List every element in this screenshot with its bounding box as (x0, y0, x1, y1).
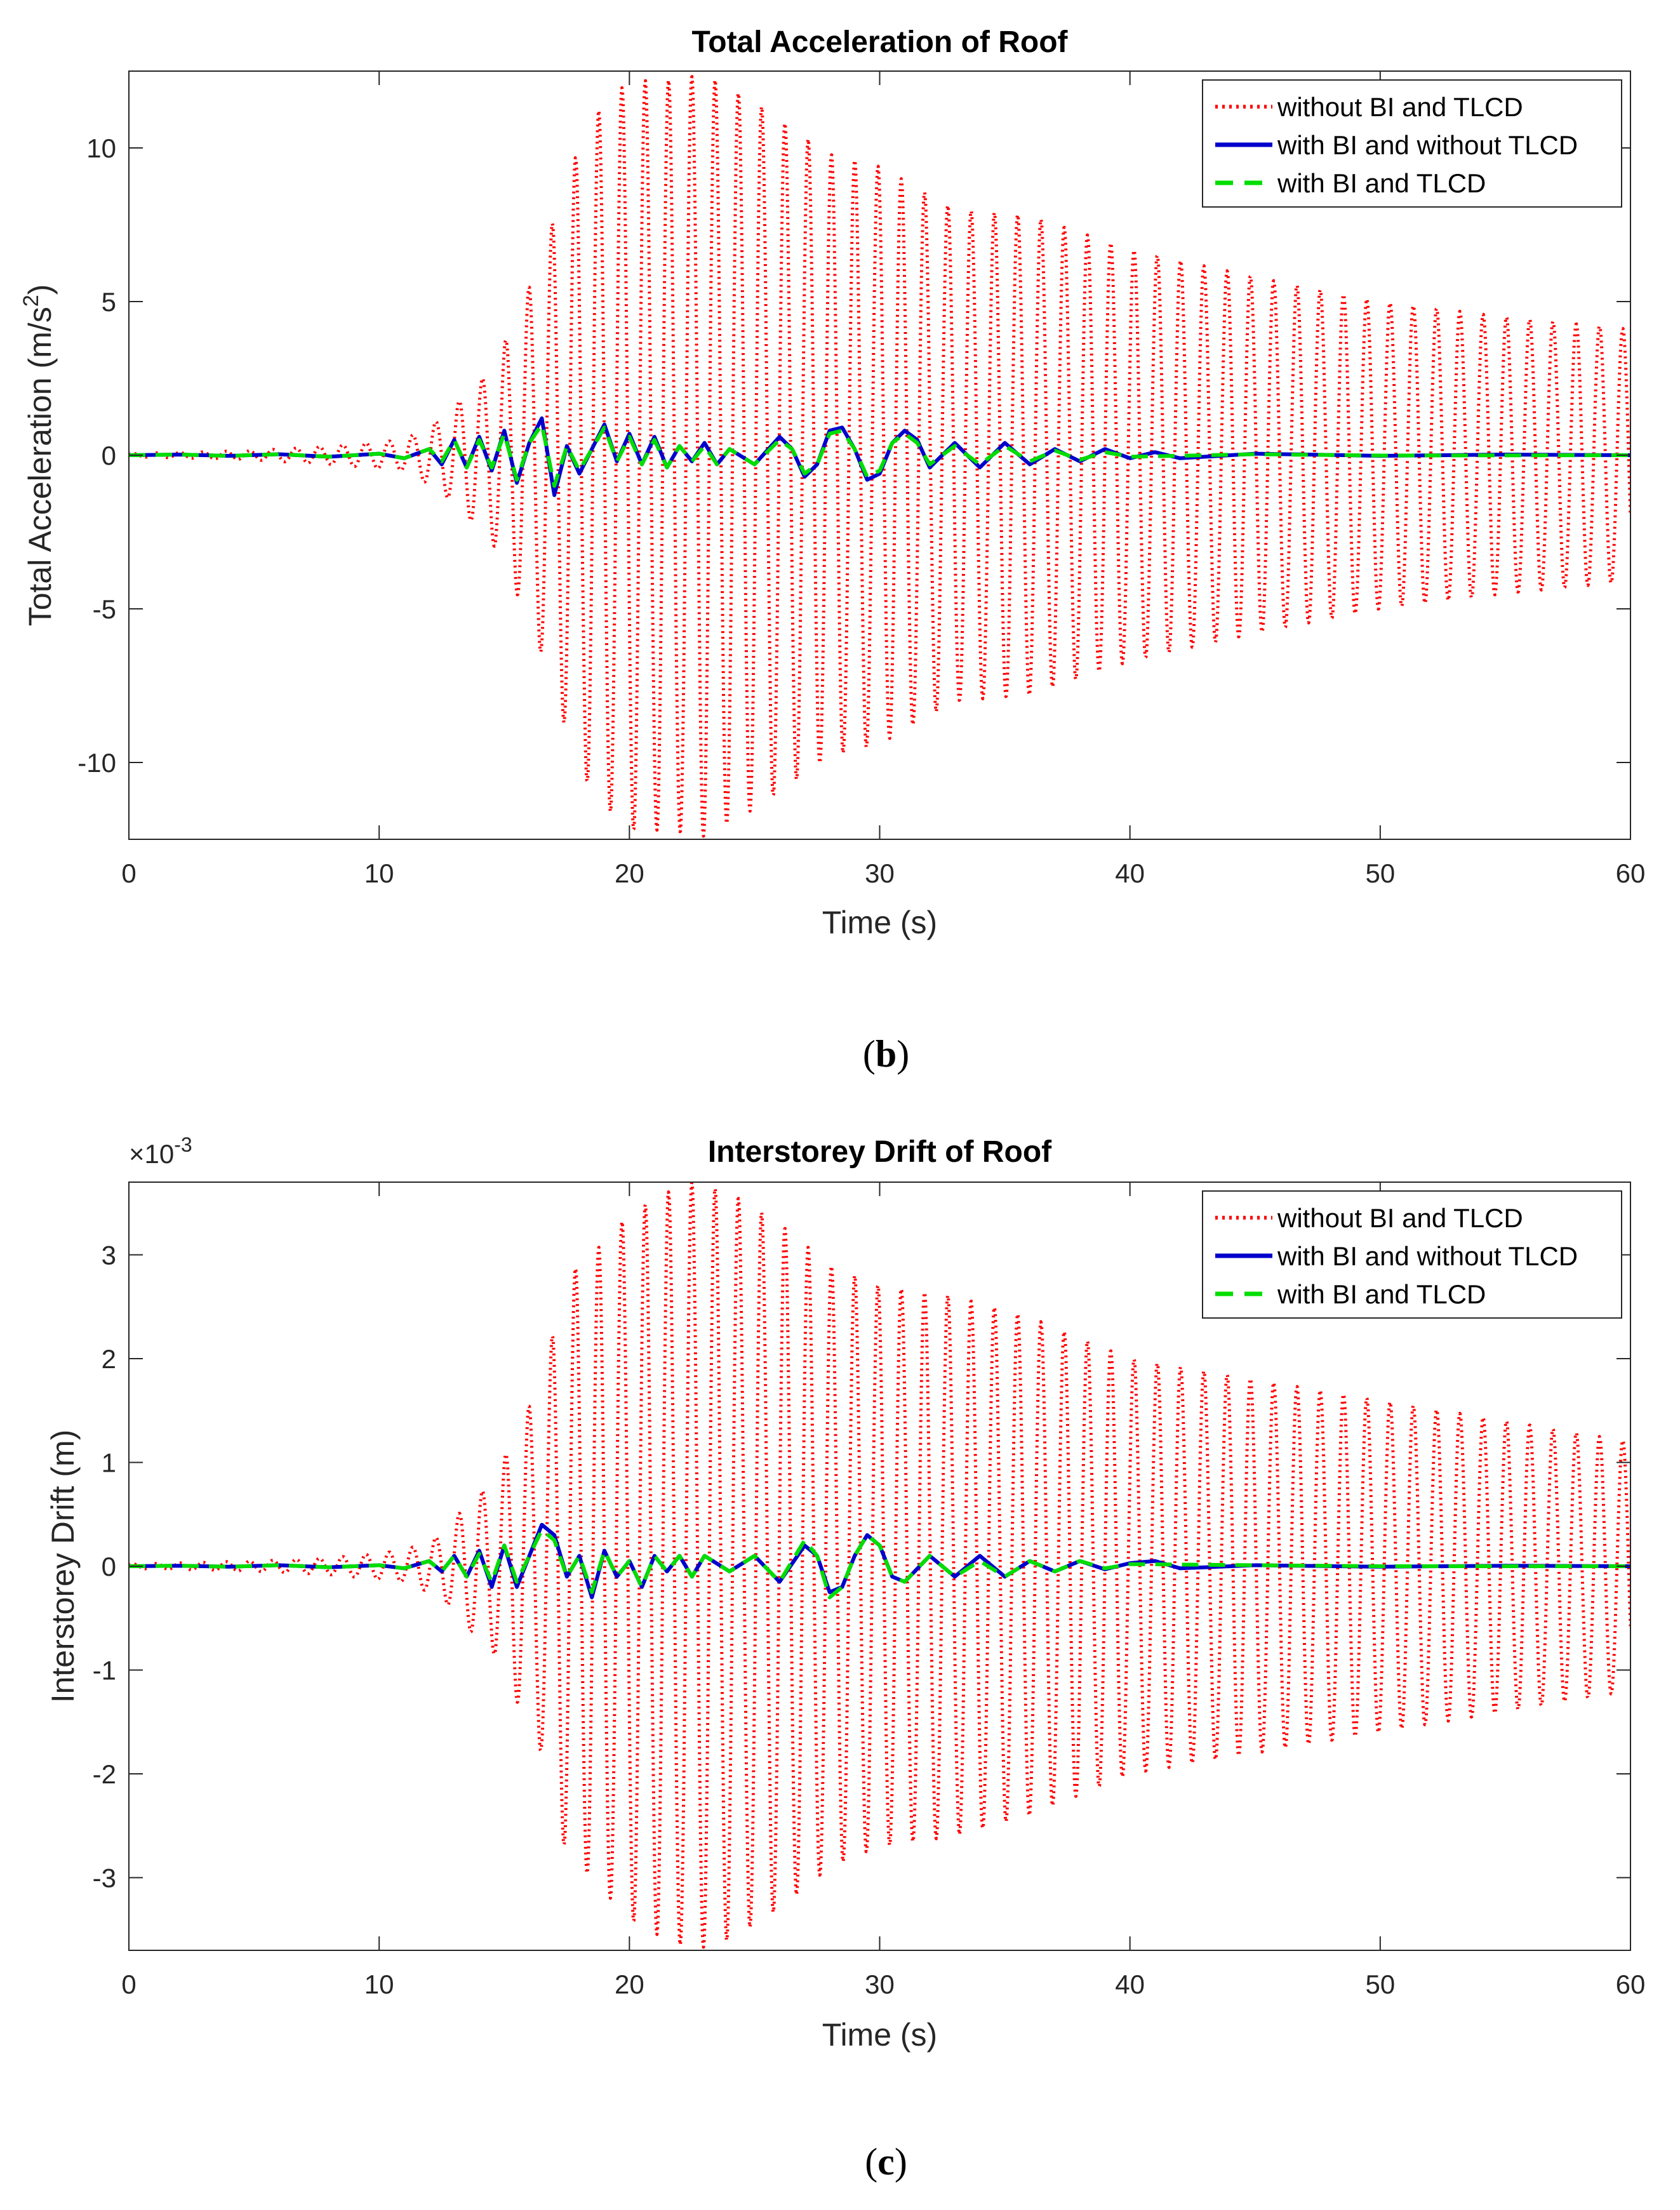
caption-letter: b (876, 1033, 897, 1075)
y-tick-label: 5 (102, 287, 116, 317)
y-label-end: ) (22, 284, 58, 295)
y-tick-label: 2 (102, 1344, 116, 1374)
x-tick-label: 50 (1365, 858, 1395, 888)
y-axis-label: Interstorey Drift (m) (45, 1430, 81, 1703)
legend: without BI and TLCD with BI and without T… (1202, 1190, 1622, 1319)
y-exponent-label: ×10-3 (129, 1133, 192, 1169)
x-tick-label: 20 (615, 1969, 644, 1999)
y-tick-label: 3 (102, 1240, 116, 1270)
series-group (129, 1182, 1630, 1949)
x-tick-label: 60 (1616, 1969, 1646, 1999)
x-axis-label: Time (s) (822, 2017, 937, 2053)
y-tick-label: 0 (102, 441, 116, 470)
y-tick-label: -1 (93, 1656, 116, 1686)
y-tick-label: -2 (93, 1759, 116, 1789)
y-tick-label: -3 (93, 1863, 116, 1893)
caption-letter: c (877, 2141, 895, 2183)
legend-label-3: with BI and TLCD (1277, 1279, 1486, 1309)
x-tick-label: 60 (1616, 858, 1646, 888)
x-tick-label: 50 (1365, 1969, 1395, 1999)
x-tick-label: 30 (865, 1969, 895, 1999)
x-tick-label: 20 (615, 858, 644, 888)
caption-close: ) (895, 2141, 907, 2183)
x-tick-label: 0 (121, 1969, 136, 1999)
x-tick-label: 40 (1115, 858, 1145, 888)
chart-title: Interstorey Drift of Roof (708, 1135, 1052, 1169)
x-tick-label: 0 (121, 858, 136, 888)
y-tick-label: 10 (86, 133, 116, 163)
y-label-superscript: 2 (19, 295, 43, 307)
x-tick-label: 10 (364, 1969, 394, 1999)
legend-label-3: with BI and TLCD (1277, 168, 1486, 198)
caption-close: ) (897, 1033, 909, 1075)
panel-caption: (c) (865, 2141, 907, 2183)
x-tick-label: 30 (865, 858, 895, 888)
y-tick-label: 0 (102, 1552, 116, 1581)
legend-label-2: with BI and without TLCD (1277, 1241, 1578, 1271)
legend: without BI and TLCD with BI and without T… (1202, 79, 1622, 208)
legend-label-2: with BI and without TLCD (1277, 130, 1578, 160)
series-group (129, 75, 1630, 838)
series-line-3 (129, 1528, 1630, 1600)
y-tick-label: -10 (77, 748, 116, 778)
caption-open: ( (865, 2141, 877, 2183)
series-line-1 (129, 1182, 1630, 1949)
y-label-main: Total Acceleration (m/s (22, 307, 58, 626)
chart-title: Total Acceleration of Roof (691, 25, 1068, 59)
series-line-1 (129, 75, 1630, 838)
y-tick-label: 1 (102, 1448, 116, 1477)
series-line-3 (129, 422, 1630, 488)
exponent-power: -3 (174, 1133, 192, 1156)
caption-open: ( (863, 1033, 876, 1075)
legend-label-1: without BI and TLCD (1277, 1203, 1523, 1233)
exponent-base: ×10 (129, 1139, 174, 1169)
chart-panel-b: 0 10 20 30 40 50 60 -10 -5 0 5 10 Total Acceleration… (19, 25, 1645, 1075)
y-tick-label: -5 (93, 594, 116, 624)
legend-label-1: without BI and TLCD (1277, 92, 1523, 122)
panel-caption: (b) (863, 1033, 909, 1075)
x-tick-label: 40 (1115, 1969, 1145, 1999)
x-tick-label: 10 (364, 858, 394, 888)
y-axis-label: Total Acceleration (m/s2) (19, 284, 58, 627)
y-label-main: Interstorey Drift (m) (45, 1430, 81, 1703)
x-axis-label: Time (s) (822, 905, 937, 940)
